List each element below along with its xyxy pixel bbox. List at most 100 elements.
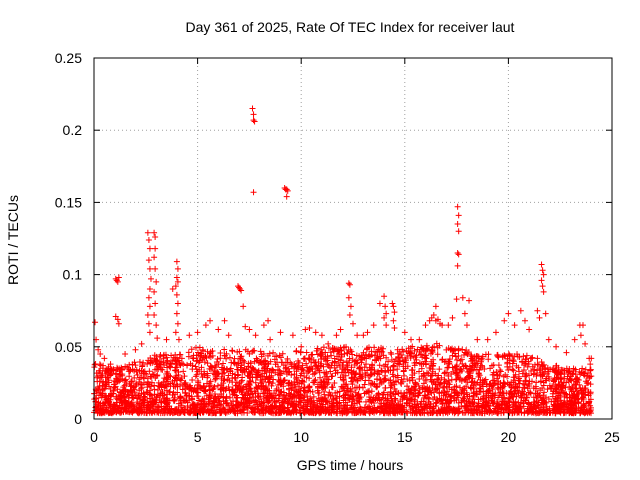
data-point xyxy=(429,385,436,392)
data-point xyxy=(523,352,530,359)
data-point xyxy=(349,404,356,411)
data-point xyxy=(98,410,105,417)
data-point xyxy=(488,362,495,369)
data-point xyxy=(563,409,570,416)
data-point xyxy=(95,346,102,353)
data-point xyxy=(500,409,507,416)
data-point xyxy=(305,368,312,375)
data-point xyxy=(391,309,398,316)
data-point xyxy=(284,355,291,362)
data-point xyxy=(251,118,258,125)
data-point xyxy=(451,395,458,402)
data-point xyxy=(244,372,251,379)
data-point xyxy=(353,377,360,384)
data-point xyxy=(432,402,439,409)
data-point xyxy=(455,409,462,416)
data-point xyxy=(331,379,338,386)
data-point xyxy=(462,362,469,369)
data-point xyxy=(358,352,365,359)
data-point xyxy=(250,404,257,411)
data-point xyxy=(239,394,246,401)
data-point xyxy=(474,336,481,343)
data-point xyxy=(469,396,476,403)
data-point xyxy=(538,277,545,284)
data-point xyxy=(341,409,348,416)
data-point xyxy=(195,397,202,404)
data-point xyxy=(280,377,287,384)
data-point xyxy=(494,375,501,382)
data-point xyxy=(308,397,315,404)
data-point xyxy=(382,403,389,410)
data-point xyxy=(485,356,492,363)
data-point xyxy=(284,395,291,402)
data-point xyxy=(575,398,582,405)
data-point xyxy=(551,367,558,374)
data-point xyxy=(296,383,303,390)
data-point xyxy=(344,385,351,392)
data-point xyxy=(214,356,221,363)
data-point xyxy=(285,380,292,387)
data-point xyxy=(565,369,572,376)
data-point xyxy=(450,394,457,401)
data-point xyxy=(301,379,308,386)
data-point xyxy=(576,410,583,417)
data-point xyxy=(158,384,165,391)
data-point xyxy=(186,332,193,339)
data-point xyxy=(340,376,347,383)
data-point xyxy=(175,371,182,378)
data-point xyxy=(353,369,360,376)
data-point xyxy=(530,401,537,408)
data-point xyxy=(151,229,158,236)
data-point xyxy=(368,352,375,359)
data-point xyxy=(473,366,480,373)
data-point xyxy=(260,322,267,329)
data-point xyxy=(130,408,137,415)
data-point xyxy=(448,386,455,393)
data-point xyxy=(455,212,462,219)
data-point xyxy=(178,374,185,381)
data-point xyxy=(382,384,389,391)
data-point xyxy=(321,388,328,395)
data-point xyxy=(207,400,214,407)
data-point xyxy=(324,353,331,360)
data-point xyxy=(95,392,102,399)
data-point xyxy=(362,370,369,377)
data-point xyxy=(270,367,277,374)
data-point xyxy=(163,376,170,383)
data-point xyxy=(158,398,165,405)
data-point xyxy=(217,386,224,393)
data-point xyxy=(147,354,154,361)
data-point xyxy=(559,383,566,390)
data-point xyxy=(299,395,306,402)
data-point xyxy=(580,395,587,402)
data-points xyxy=(91,105,595,417)
data-point xyxy=(310,393,317,400)
data-point xyxy=(420,360,427,367)
data-point xyxy=(260,395,267,402)
data-point xyxy=(473,406,480,413)
data-point xyxy=(234,385,241,392)
data-point xyxy=(416,336,423,343)
data-point xyxy=(408,385,415,392)
data-point xyxy=(453,362,460,369)
data-point xyxy=(192,363,199,370)
data-point xyxy=(223,355,230,362)
data-point xyxy=(253,374,260,381)
data-point xyxy=(430,312,437,319)
data-point xyxy=(274,359,281,366)
data-point xyxy=(114,396,121,403)
data-point xyxy=(122,379,129,386)
data-point xyxy=(437,409,444,416)
data-point xyxy=(209,410,215,417)
data-point xyxy=(153,393,160,400)
data-point xyxy=(493,405,500,412)
data-point xyxy=(336,393,343,400)
data-point xyxy=(281,406,288,413)
data-point xyxy=(114,278,121,285)
data-point xyxy=(412,381,419,388)
data-point xyxy=(154,409,161,416)
data-point xyxy=(441,389,448,396)
data-point xyxy=(346,355,353,362)
data-point xyxy=(109,390,116,397)
data-point xyxy=(558,374,565,381)
